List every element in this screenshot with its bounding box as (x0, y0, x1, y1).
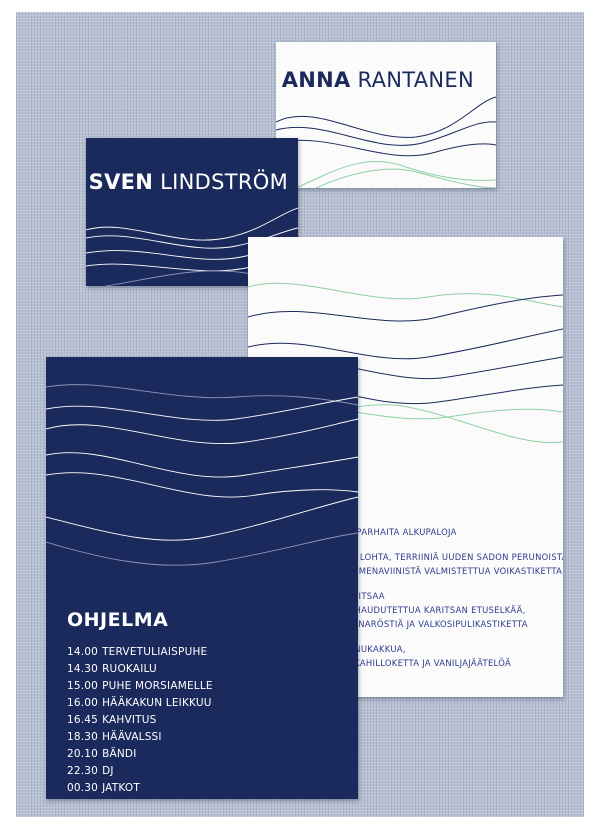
place-card-anna: ANNA RANTANEN (276, 42, 496, 188)
menu-line: PINTASAVUSTETTUA LOHTA, TERRIINIÄ UUDEN … (268, 552, 563, 562)
program-time: 20.10 (67, 748, 99, 760)
program-time: 15.00 (67, 680, 99, 692)
program-event: JATKOT (102, 782, 140, 794)
program-event: HÄÄKAKUN LEIKKUU (102, 697, 212, 709)
program-event: TERVETULIAISPUHE (102, 646, 208, 658)
program-time: 14.30 (67, 663, 99, 675)
program-list: 14.00 TERVETULIAISPUHE 14.30 RUOKAILU 15.0… (67, 644, 213, 797)
program-entry: 16.45 KAHVITUS (67, 712, 213, 729)
program-entry: 14.00 TERVETULIAISPUHE (67, 644, 213, 661)
guest-first-name: SVEN (88, 170, 154, 194)
program-time: 16.45 (67, 714, 99, 726)
program-time: 18.30 (67, 731, 99, 743)
program-event: BÄNDI (102, 748, 137, 760)
program-event: DJ (102, 765, 114, 777)
program-entry: 15.00 PUHE MORSIAMELLE (67, 678, 213, 695)
program-time: 14.00 (67, 646, 99, 658)
program-entry: 22.30 DJ (67, 763, 213, 780)
wave-decoration (276, 96, 496, 188)
guest-name: ANNA RANTANEN (282, 68, 474, 92)
program-entry: 16.00 HÄÄKAKUN LEIKKUU (67, 695, 213, 712)
program-event: KAHVITUS (102, 714, 157, 726)
guest-name: SVEN LINDSTRÖM (89, 170, 288, 194)
program-event: RUOKAILU (102, 663, 157, 675)
program-entry: 20.10 BÄNDI (67, 746, 213, 763)
program-event: HÄÄVALSSI (102, 731, 162, 743)
program-card: OHJELMA 14.00 TERVETULIAISPUHE 14.30 RUOKA… (46, 357, 358, 799)
program-time: 16.00 (67, 697, 99, 709)
program-title: OHJELMA (67, 609, 169, 631)
guest-first-name: ANNA (281, 68, 351, 92)
program-event: PUHE MORSIAMELLE (102, 680, 213, 692)
menu-line: JUURIPERSILJA-PERUNARÖSTIÄ JA VALKOSIPUL… (268, 619, 528, 629)
guest-last-name: RANTANEN (357, 68, 474, 92)
wave-decoration (46, 384, 358, 566)
menu-line: RAPARPERI-MANSIKKAHILLOKETTA JA VANILJAJ… (268, 658, 511, 668)
menu-line: LAJITELMA SAAREN PARHAITA ALKUPALOJA (268, 527, 457, 537)
guest-last-name: LINDSTRÖM (160, 170, 288, 194)
menu-course: LAJITELMA SAAREN PARHAITA ALKUPALOJA (268, 525, 556, 539)
program-entry: 18.30 HÄÄVALSSI (67, 729, 213, 746)
menu-line: JA VÄSTERGARDIN OMENAVIINISTÄ VALMISTETT… (268, 566, 563, 576)
place-card-sven: SVEN LINDSTRÖM (86, 138, 298, 286)
program-time: 22.30 (67, 765, 99, 777)
menu-course: PINTASAVUSTETTUA LOHTA, TERRIINIÄ UUDEN … (268, 550, 563, 578)
program-entry: 00.30 JATKOT (67, 780, 213, 797)
menu-line: LAKRITSILIEMESSÄ HAUDUTETTUA KARITSAN ET… (268, 605, 526, 615)
program-entry: 14.30 RUOKAILU (67, 661, 213, 678)
linen-background: ANNA RANTANEN SVEN LINDSTRÖM MENU (16, 12, 584, 817)
program-time: 00.30 (67, 782, 99, 794)
